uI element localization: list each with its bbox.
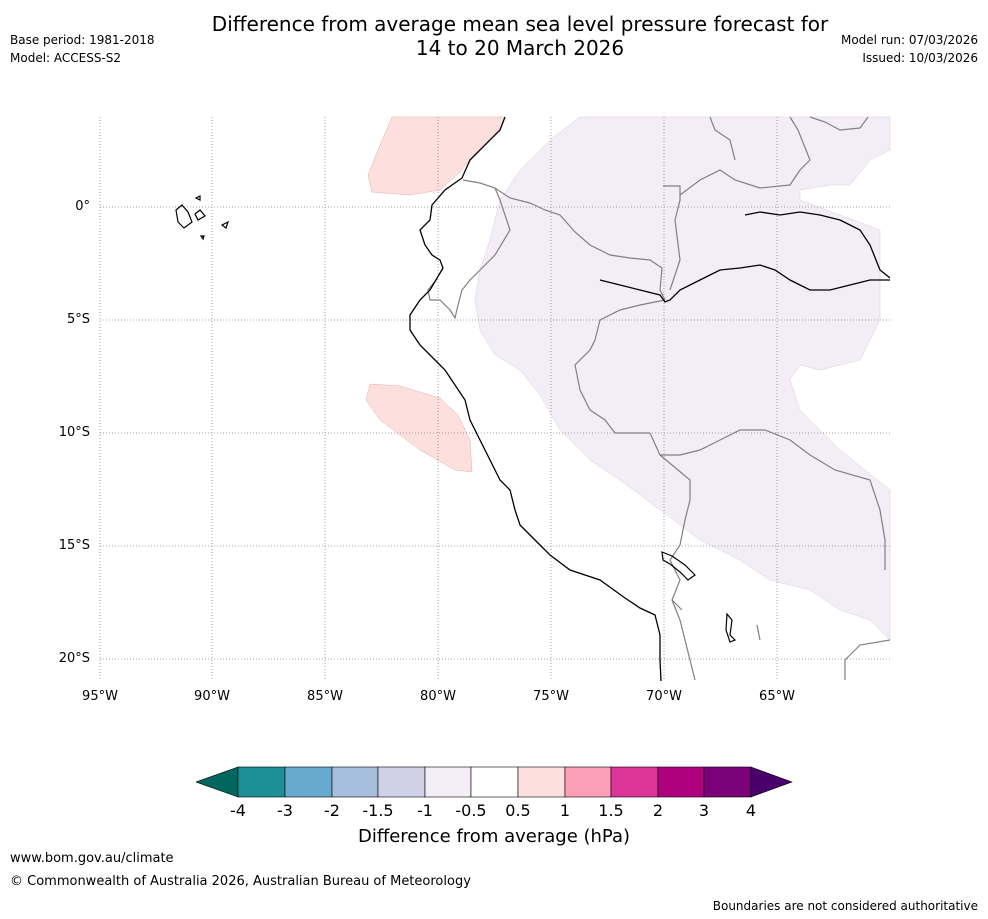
- cbar-tick: 1.5: [598, 801, 624, 820]
- cbar-tick: 0.5: [505, 801, 531, 820]
- colorbar-bin: [331, 766, 379, 798]
- meta-right: Model run: 07/03/2026 Issued: 10/03/2026: [841, 31, 978, 67]
- lake-titicaca: [661, 551, 696, 581]
- website-link[interactable]: www.bom.gov.au/climate: [10, 851, 174, 866]
- lon-label-75w: 75°W: [533, 689, 569, 704]
- cbar-tick: -1.5: [362, 801, 394, 820]
- lon-label-65w: 65°W: [759, 689, 795, 704]
- title-line-1: Difference from average mean sea level p…: [211, 12, 829, 36]
- cbar-tick: -4: [230, 801, 246, 820]
- lon-label-70w: 70°W: [646, 689, 682, 704]
- lon-label-80w: 80°W: [420, 689, 456, 704]
- cbar-tick: 2: [652, 801, 664, 820]
- cbar-tick: -3: [277, 801, 293, 820]
- coastline: [409, 116, 891, 682]
- cbar-tick: -2: [324, 801, 340, 820]
- lat-label-15s: 15°S: [58, 538, 90, 553]
- positive-anomaly-north: [367, 116, 506, 196]
- lat-label-20s: 20°S: [58, 651, 90, 666]
- cbar-tick: 1: [559, 801, 571, 820]
- model-name: Model: ACCESS-S2: [10, 51, 122, 65]
- country-borders: [427, 116, 891, 681]
- colorbar-bin: [703, 766, 752, 798]
- colorbar-bin: [470, 766, 519, 798]
- meta-left: Base period: 1981-2018 Model: ACCESS-S2: [10, 31, 155, 67]
- lon-label-90w: 90°W: [194, 689, 230, 704]
- lon-label-95w: 95°W: [82, 689, 118, 704]
- cbar-tick: -1: [417, 801, 433, 820]
- positive-anomaly-south: [365, 383, 473, 473]
- lat-label-0: 0°: [75, 199, 90, 214]
- title-line-2: 14 to 20 March 2026: [415, 36, 625, 60]
- model-run: Model run: 07/03/2026: [840, 33, 978, 47]
- base-period: Base period: 1981-2018: [10, 33, 155, 47]
- disclaimer-text: Boundaries are not considered authoritat…: [712, 899, 978, 913]
- lon-label-85w: 85°W: [307, 689, 343, 704]
- negative-anomaly-region: [474, 116, 891, 641]
- colorbar-bin: [237, 766, 286, 798]
- colorbar: [196, 766, 793, 798]
- lat-label-10s: 10°S: [58, 425, 90, 440]
- colorbar-bin: [284, 766, 333, 798]
- map-title: Difference from average mean sea level p…: [0, 12, 988, 60]
- colorbar-bin: [564, 766, 612, 798]
- copyright-text: © Commonwealth of Australia 2026, Austra…: [10, 874, 471, 889]
- colorbar-bin: [377, 766, 426, 798]
- cbar-tick: 3: [698, 801, 710, 820]
- cbar-tick: -0.5: [455, 801, 487, 820]
- colorbar-bin: [657, 766, 705, 798]
- colorbar-bin: [517, 766, 566, 798]
- gridlines: [99, 117, 890, 681]
- lake-poopo: [725, 612, 737, 643]
- issued-date: Issued: 10/03/2026: [862, 51, 978, 65]
- lat-label-5s: 5°S: [66, 312, 90, 327]
- colorbar-arrow-high: [750, 766, 793, 798]
- colorbar-bin: [610, 766, 659, 798]
- cbar-tick: 4: [745, 801, 757, 820]
- colorbar-arrow-low: [196, 766, 239, 798]
- colorbar-bin: [424, 766, 472, 798]
- galapagos-islands: [175, 195, 230, 241]
- colorbar-label: Difference from average (hPa): [357, 826, 631, 847]
